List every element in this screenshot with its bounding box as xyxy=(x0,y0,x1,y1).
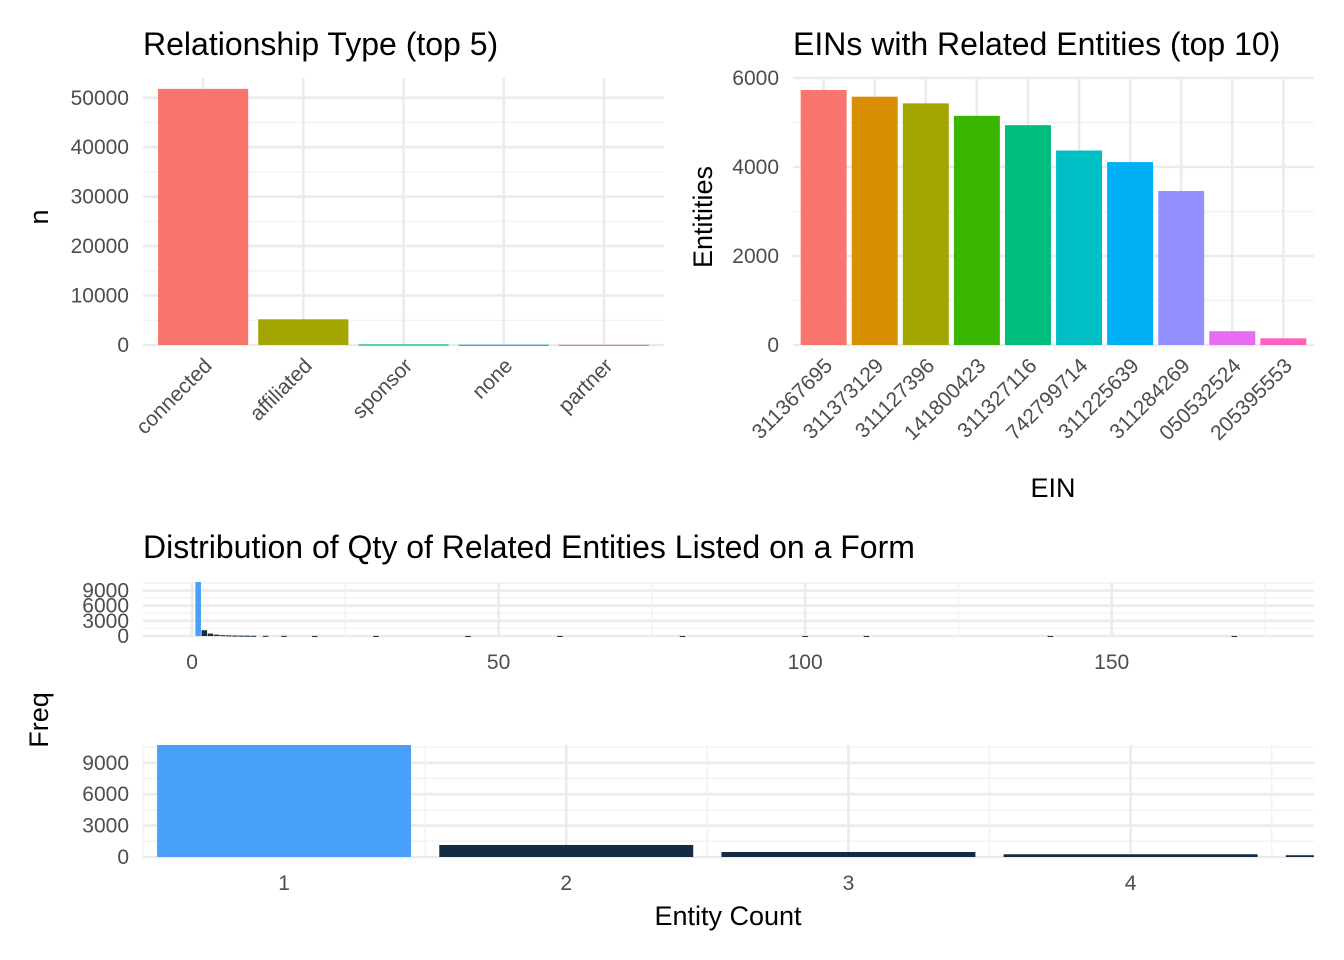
distribution-zoom-bar xyxy=(439,844,694,857)
relationship-bar-affiliated xyxy=(258,319,349,345)
distribution-overview-grid xyxy=(143,582,1314,638)
distribution-overview-y-tick-label: 0 xyxy=(117,625,129,648)
ein-y-tick-label: 0 xyxy=(767,334,779,357)
distribution-zoom-bar xyxy=(721,851,976,857)
ein-bar-205395553 xyxy=(1260,338,1307,345)
distribution-overview-bar xyxy=(1231,635,1238,637)
distribution-overview-bar xyxy=(373,635,379,637)
distribution-y-axis-title: Freq xyxy=(24,692,54,748)
distribution-overview-bar xyxy=(238,635,244,637)
relationship-bar-none xyxy=(458,344,549,346)
distribution-zoom-y-tick-label: 6000 xyxy=(82,783,129,806)
ein-x-axis-title: EIN xyxy=(1030,473,1075,503)
relationship-y-axis-title: n xyxy=(24,209,54,224)
ein-bars xyxy=(800,90,1307,346)
distribution-overview-bar xyxy=(219,635,226,637)
distribution-overview-bar xyxy=(679,635,686,637)
ein-y-tick-label: 4000 xyxy=(732,156,779,179)
distribution-overview-bar xyxy=(311,635,318,637)
distribution-overview-bar xyxy=(250,635,257,637)
distribution-overview-bar xyxy=(226,635,232,637)
relationship-bar-connected xyxy=(158,88,249,345)
distribution-overview-bar xyxy=(557,635,563,637)
distribution-zoom-bar xyxy=(1003,854,1258,857)
distribution-x-axis-title: Entity Count xyxy=(654,901,802,931)
distribution-overview-bar xyxy=(244,635,250,637)
distribution-overview-y-tick-label: 6000 xyxy=(82,595,129,618)
ein-bar-141800423 xyxy=(953,115,1000,345)
relationship-y-tick-label: 40000 xyxy=(71,136,129,159)
relationship-y-tick-label: 10000 xyxy=(71,285,129,308)
distribution-overview-x-tick-label: 0 xyxy=(186,651,198,674)
distribution-overview-x-tick-label: 100 xyxy=(788,651,823,674)
relationship-y-tick-label: 50000 xyxy=(71,87,129,110)
ein-y-tick-label: 6000 xyxy=(732,67,779,90)
relationship-chart-title: Relationship Type (top 5) xyxy=(143,26,498,62)
distribution-zoom-y-tick-label: 0 xyxy=(117,846,129,869)
distribution-overview-bars xyxy=(195,582,1238,637)
relationship-y-tick-label: 20000 xyxy=(71,235,129,258)
ein-bar-311367695 xyxy=(800,90,847,345)
distribution-overview-y-tick-label: 3000 xyxy=(82,610,129,633)
distribution-chart-title: Distribution of Qty of Related Entities … xyxy=(143,529,915,565)
ein-bar-742799714 xyxy=(1056,150,1103,345)
distribution-overview-bar xyxy=(1047,635,1054,637)
ein-bar-311225639 xyxy=(1107,162,1154,345)
distribution-overview-bar xyxy=(195,582,201,636)
ein-bar-050532524 xyxy=(1209,331,1256,345)
distribution-overview-bar xyxy=(232,635,238,637)
distribution-zoom-chart: 1 2 3 4 0 3000 6000 9000 Entity Count xyxy=(82,745,1314,931)
relationship-bar-sponsor xyxy=(358,344,449,346)
distribution-overview-bar xyxy=(802,635,808,637)
ein-bar-311284269 xyxy=(1158,191,1205,345)
ein-bar-311327116 xyxy=(1004,125,1051,345)
distribution-zoom-ticks: 1 2 3 4 0 3000 6000 9000 xyxy=(82,752,1136,895)
distribution-overview-bar xyxy=(207,633,214,636)
distribution-overview-bar xyxy=(201,630,208,636)
distribution-zoom-y-tick-label: 3000 xyxy=(82,815,129,838)
distribution-zoom-x-tick-label: 2 xyxy=(560,872,572,895)
distribution-overview-bar xyxy=(281,635,287,637)
relationship-y-tick-label: 30000 xyxy=(71,186,129,209)
distribution-zoom-bar xyxy=(157,745,412,857)
distribution-zoom-bars xyxy=(157,745,1314,857)
relationship-bar-partner xyxy=(558,344,649,347)
ein-y-tick-label: 2000 xyxy=(732,245,779,268)
relationship-y-tick-label: 0 xyxy=(117,334,129,357)
distribution-zoom-x-tick-label: 3 xyxy=(843,872,855,895)
distribution-zoom-y-tick-label: 9000 xyxy=(82,752,129,775)
distribution-zoom-x-tick-label: 4 xyxy=(1125,872,1137,895)
distribution-overview-bar xyxy=(863,635,870,637)
distribution-overview-bar xyxy=(465,635,471,637)
ein-y-axis-title: Entitities xyxy=(688,166,718,268)
ein-bar-311373129 xyxy=(851,96,898,345)
ein-bar-311127396 xyxy=(902,103,949,346)
distribution-overview-bar xyxy=(213,634,220,636)
ein-chart-title: EINs with Related Entities (top 10) xyxy=(793,26,1280,62)
distribution-overview-bar xyxy=(262,635,269,637)
distribution-zoom-bar xyxy=(1285,855,1314,857)
distribution-overview-x-tick-label: 50 xyxy=(487,651,510,674)
relationship-bars xyxy=(158,88,649,347)
distribution-zoom-x-tick-label: 1 xyxy=(278,872,290,895)
distribution-overview-x-tick-label: 150 xyxy=(1094,651,1129,674)
distribution-overview-y-tick-label: 9000 xyxy=(82,580,129,603)
